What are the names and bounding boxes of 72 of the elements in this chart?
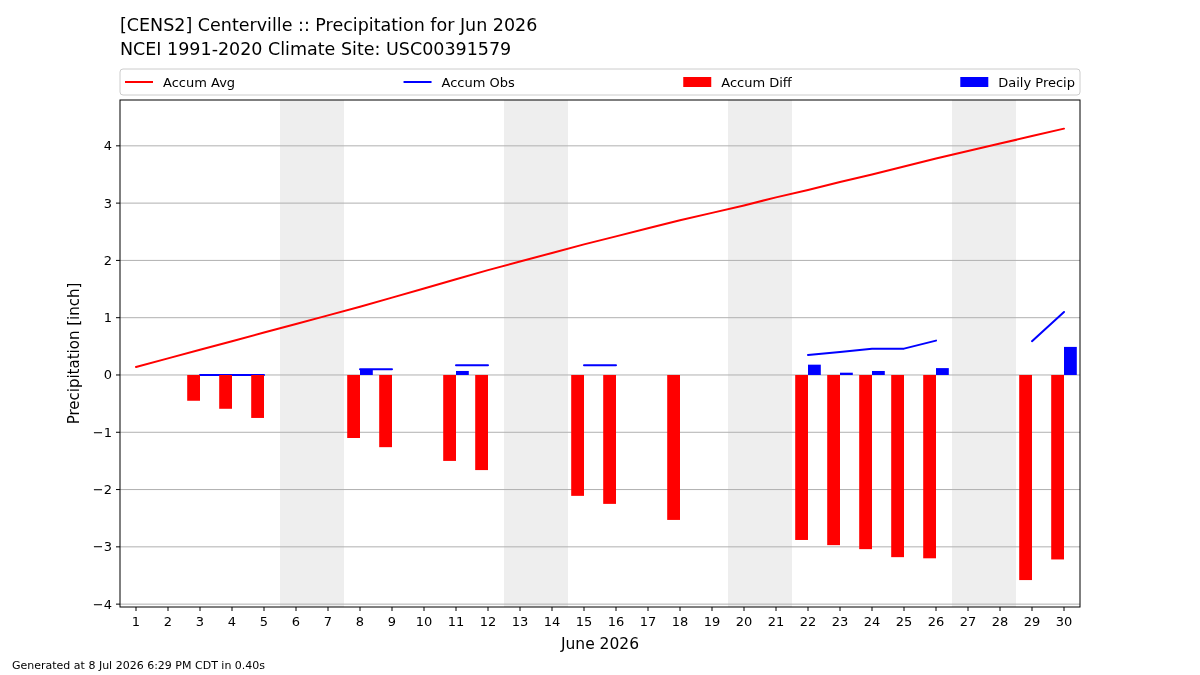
x-tick-label: 3 bbox=[195, 614, 205, 629]
x-tick-label: 11 bbox=[447, 614, 465, 629]
bar bbox=[859, 374, 872, 550]
x-tick-label: 24 bbox=[863, 614, 881, 629]
x-tick-label: 22 bbox=[799, 614, 817, 629]
chart-subtitle: NCEI 1991-2020 Climate Site: USC00391579 bbox=[120, 39, 512, 59]
x-tick-label: 10 bbox=[415, 614, 433, 629]
bar bbox=[808, 364, 821, 375]
x-tick-label: 26 bbox=[927, 614, 945, 629]
legend-label: Accum Obs bbox=[441, 74, 516, 90]
x-tick-label: 19 bbox=[703, 614, 721, 629]
legend-label: Accum Diff bbox=[721, 74, 793, 90]
x-tick-label: 25 bbox=[895, 614, 913, 629]
x-tick-label: 6 bbox=[291, 614, 301, 629]
x-tick-label: 1 bbox=[131, 614, 141, 629]
y-axis-title: Precipitation [inch] bbox=[65, 282, 83, 425]
bar bbox=[1051, 374, 1064, 560]
x-tick-label: 17 bbox=[639, 614, 657, 629]
bar bbox=[827, 374, 840, 546]
bar bbox=[936, 368, 949, 375]
bar bbox=[475, 374, 488, 471]
x-tick-label: 13 bbox=[511, 614, 529, 629]
x-axis-title: June 2026 bbox=[559, 635, 640, 653]
bar bbox=[872, 370, 885, 375]
bar bbox=[219, 374, 232, 409]
x-tick-label: 15 bbox=[575, 614, 593, 629]
x-tick-label: 21 bbox=[767, 614, 785, 629]
bar bbox=[795, 374, 808, 540]
bar bbox=[840, 372, 853, 375]
legend-label: Accum Avg bbox=[163, 74, 236, 90]
x-tick-label: 20 bbox=[735, 614, 753, 629]
bar bbox=[923, 374, 936, 559]
x-tick-label: 9 bbox=[387, 614, 397, 629]
x-tick-label: 23 bbox=[831, 614, 849, 629]
bar bbox=[891, 374, 904, 558]
y-tick-label: −4 bbox=[92, 596, 112, 612]
y-tick-label: 1 bbox=[103, 310, 112, 326]
y-tick-label: −3 bbox=[92, 539, 112, 555]
bar bbox=[379, 374, 392, 448]
bar bbox=[456, 370, 469, 375]
bar bbox=[347, 374, 360, 438]
x-tick-label: 8 bbox=[355, 614, 365, 629]
bar bbox=[667, 374, 680, 520]
x-tick-label: 27 bbox=[959, 614, 977, 629]
y-tick-label: 4 bbox=[103, 138, 112, 154]
x-tick-label: 28 bbox=[991, 614, 1009, 629]
chart-title: [CENS2] Centerville :: Precipitation for Jun 2026 bbox=[120, 15, 538, 35]
bar bbox=[603, 374, 616, 504]
y-tick-label: −1 bbox=[92, 424, 112, 440]
legend-label: Daily Precip bbox=[998, 74, 1076, 90]
line-series bbox=[135, 127, 1065, 368]
bar bbox=[1064, 346, 1077, 375]
x-tick-label: 18 bbox=[671, 614, 689, 629]
x-tick-label: 30 bbox=[1055, 614, 1073, 629]
bar bbox=[1019, 374, 1032, 581]
bar bbox=[251, 374, 264, 418]
text: Generated at 8 Jul 2026 6:29 PM CDT in 0.40s bbox=[12, 659, 266, 672]
x-tick-label: 4 bbox=[227, 614, 237, 629]
x-tick-label: 5 bbox=[259, 614, 269, 629]
y-tick-label: 0 bbox=[103, 367, 112, 383]
y-tick-label: −2 bbox=[92, 482, 112, 498]
x-tick-label: 12 bbox=[479, 614, 497, 629]
y-tick-label: 3 bbox=[103, 195, 112, 211]
x-tick-label: 29 bbox=[1023, 614, 1041, 629]
y-tick-label: 2 bbox=[103, 252, 112, 268]
bar bbox=[187, 374, 200, 401]
x-tick-label: 2 bbox=[163, 614, 173, 629]
bar bbox=[443, 374, 456, 461]
x-tick-label: 7 bbox=[323, 614, 333, 629]
x-tick-label: 16 bbox=[607, 614, 625, 629]
bar bbox=[571, 374, 584, 496]
x-tick-label: 14 bbox=[543, 614, 561, 629]
